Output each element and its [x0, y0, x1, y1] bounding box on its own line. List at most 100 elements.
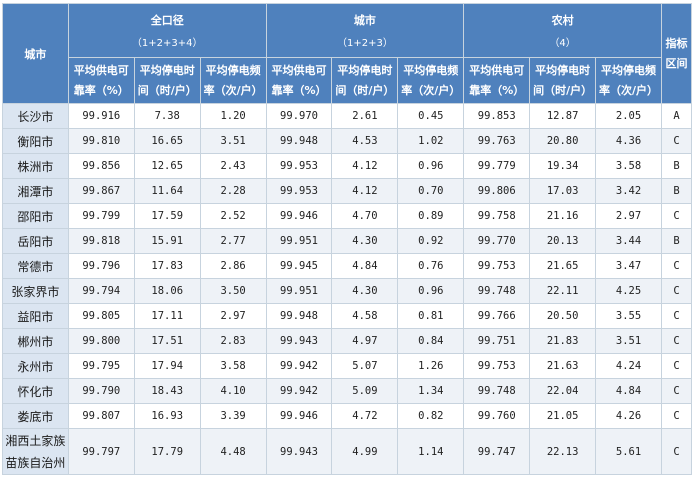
index-cell: B: [660, 153, 692, 179]
value-cell: 4.72: [331, 403, 399, 429]
value-cell: 11.64: [133, 178, 201, 204]
city-line: 苗族自治州: [5, 455, 66, 470]
city-cell: 永州市: [2, 353, 69, 379]
value-cell: 99.916: [67, 103, 135, 129]
value-cell: 99.807: [67, 403, 135, 429]
index-cell: C: [660, 353, 692, 379]
value-cell: 99.970: [265, 103, 333, 129]
table-row: 永州市 99.795 17.94 3.58 99.942 5.07 1.26 99.753 21…: [2, 353, 692, 379]
subheader-line: 率（次/户）: [203, 83, 263, 97]
value-cell: 99.942: [265, 378, 333, 404]
value-cell: 99.948: [265, 303, 333, 329]
value-cell: 3.47: [595, 253, 662, 279]
value-cell: 4.30: [331, 278, 399, 304]
value-cell: 99.951: [265, 278, 333, 304]
value-cell: 4.97: [331, 328, 399, 354]
value-cell: 99.856: [67, 153, 135, 179]
value-cell: 5.07: [331, 353, 399, 379]
value-cell: 21.83: [529, 328, 597, 354]
city-cell: 张家界市: [2, 278, 69, 304]
value-cell: 99.806: [463, 178, 531, 204]
value-cell: 99.953: [265, 178, 333, 204]
subheader-cell: 平均供电可 靠率（%）: [265, 57, 333, 104]
value-cell: 4.84: [595, 378, 662, 404]
value-cell: 99.760: [463, 403, 531, 429]
table-row: 湘西土家族 苗族自治州 99.797 17.79 4.48 99.943 4.99 1.14 9…: [2, 428, 692, 475]
value-cell: 2.83: [199, 328, 267, 354]
value-cell: 99.747: [463, 428, 531, 475]
index-cell: C: [660, 428, 692, 475]
group-name: 全口径: [150, 14, 184, 27]
value-cell: 99.800: [67, 328, 135, 354]
index-cell: A: [660, 103, 692, 129]
subheader-line: 平均停电时: [535, 63, 591, 77]
value-cell: 3.50: [199, 278, 267, 304]
index-cell: C: [660, 403, 692, 429]
value-cell: 0.84: [397, 328, 465, 354]
table-wrapper: 城市 全口径 （1+2+3+4） 城市 （1+2+3） 农村 （4） 指标区间 …: [2, 3, 692, 475]
subheader-line: 平均供电可: [271, 63, 327, 77]
value-cell: 17.59: [133, 203, 201, 229]
value-cell: 22.04: [529, 378, 597, 404]
value-cell: 99.753: [463, 353, 531, 379]
table-row: 湘潭市 99.867 11.64 2.28 99.953 4.12 0.70 99.806 17…: [2, 178, 692, 204]
value-cell: 0.76: [397, 253, 465, 279]
value-cell: 18.43: [133, 378, 201, 404]
value-cell: 4.26: [595, 403, 662, 429]
city-cell: 娄底市: [2, 403, 69, 429]
value-cell: 3.51: [199, 128, 267, 154]
subheader-line: 平均停电时: [139, 63, 195, 77]
subheader-cell: 平均停电时 间（时/户）: [133, 57, 201, 104]
value-cell: 0.45: [397, 103, 465, 129]
subheader-line: 平均供电可: [73, 63, 129, 77]
city-cell: 怀化市: [2, 378, 69, 404]
value-cell: 4.48: [199, 428, 267, 475]
table-row: 岳阳市 99.818 15.91 2.77 99.951 4.30 0.92 99.770 20…: [2, 228, 692, 254]
value-cell: 3.42: [595, 178, 662, 204]
value-cell: 0.89: [397, 203, 465, 229]
value-cell: 19.34: [529, 153, 597, 179]
value-cell: 1.20: [199, 103, 267, 129]
value-cell: 99.766: [463, 303, 531, 329]
value-cell: 0.96: [397, 278, 465, 304]
value-cell: 99.942: [265, 353, 333, 379]
value-cell: 99.748: [463, 278, 531, 304]
value-cell: 4.12: [331, 178, 399, 204]
value-cell: 4.70: [331, 203, 399, 229]
value-cell: 0.70: [397, 178, 465, 204]
value-cell: 99.779: [463, 153, 531, 179]
city-cell: 郴州市: [2, 328, 69, 354]
index-column-header: 指标区间: [660, 3, 692, 104]
subheader-line: 平均停电频: [205, 63, 261, 77]
subheader-line: 率（次/户）: [599, 83, 659, 97]
group-name: 农村: [551, 14, 574, 27]
value-cell: 0.92: [397, 228, 465, 254]
city-cell: 衡阳市: [2, 128, 69, 154]
value-cell: 2.61: [331, 103, 399, 129]
subheader-line: 间（时/户）: [335, 83, 395, 97]
value-cell: 12.65: [133, 153, 201, 179]
value-cell: 99.946: [265, 403, 333, 429]
value-cell: 5.09: [331, 378, 399, 404]
value-cell: 99.751: [463, 328, 531, 354]
value-cell: 99.748: [463, 378, 531, 404]
value-cell: 1.26: [397, 353, 465, 379]
table-row: 怀化市 99.790 18.43 4.10 99.942 5.09 1.34 99.748 22…: [2, 378, 692, 404]
index-cell: B: [660, 228, 692, 254]
value-cell: 7.38: [133, 103, 201, 129]
value-cell: 17.51: [133, 328, 201, 354]
table-row: 株洲市 99.856 12.65 2.43 99.953 4.12 0.96 99.779 19…: [2, 153, 692, 179]
value-cell: 99.951: [265, 228, 333, 254]
subheader-line: 平均停电时: [337, 63, 393, 77]
group-name: 城市: [353, 14, 376, 27]
index-cell: C: [660, 378, 692, 404]
value-cell: 2.28: [199, 178, 267, 204]
city-cell: 株洲市: [2, 153, 69, 179]
value-cell: 99.810: [67, 128, 135, 154]
subheader-line: 平均供电可: [469, 63, 525, 77]
value-cell: 99.753: [463, 253, 531, 279]
subheader-line: 平均停电频: [601, 63, 657, 77]
value-cell: 21.16: [529, 203, 597, 229]
index-cell: C: [660, 128, 692, 154]
value-cell: 3.58: [199, 353, 267, 379]
